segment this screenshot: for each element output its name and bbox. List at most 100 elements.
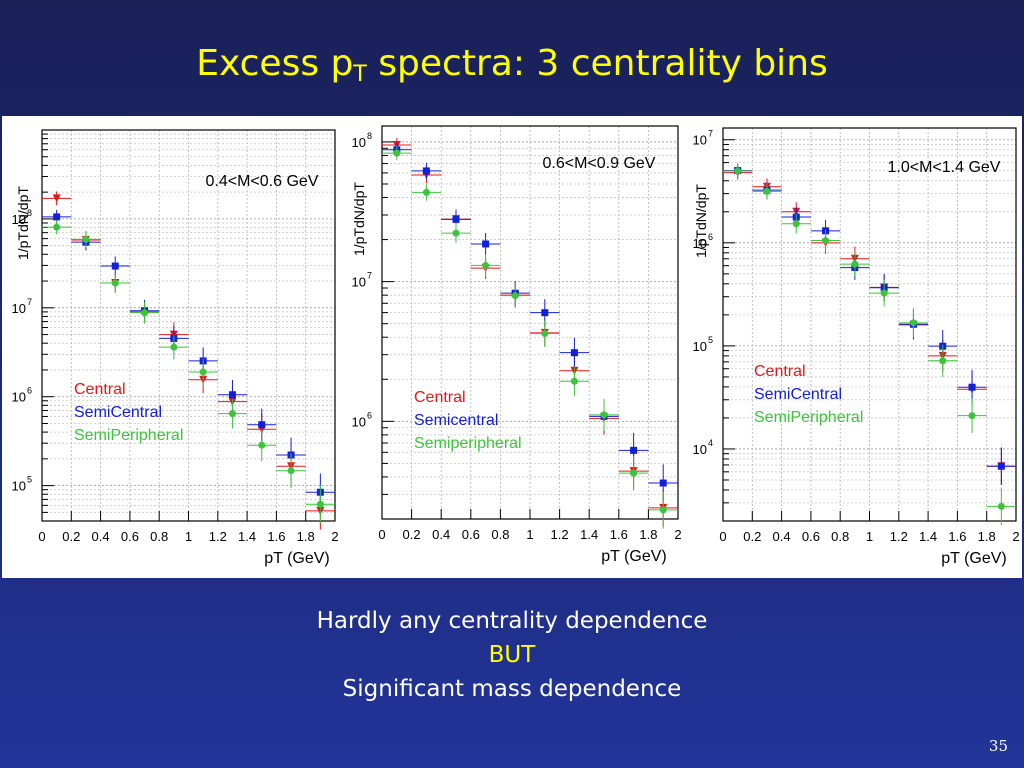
caption-line-3: Significant mass dependence <box>342 676 682 702</box>
title-subscript: T <box>353 62 367 87</box>
x-tick-label: 1.6 <box>948 529 966 544</box>
legend-entry: Semicentral <box>414 412 498 429</box>
data-point-circle <box>53 223 61 231</box>
data-point-square <box>258 421 266 429</box>
data-point-circle <box>422 188 430 196</box>
y-axis-label: 1/pTdN/dpT <box>693 184 709 258</box>
data-point-circle <box>141 309 149 317</box>
caption-line-but: BUT <box>488 642 536 668</box>
x-tick-label: 1.8 <box>297 529 315 544</box>
mass-range-label: 1.0<M<1.4 GeV <box>888 159 1001 176</box>
plot-3-svg: 0 0.2 0.4 0.6 0.8 1 1.2 1.4 1.6 1.8 210 410 510 610 71… <box>693 127 1020 567</box>
x-tick-label: 1.4 <box>919 529 937 544</box>
y-tick-exponent: 5 <box>708 335 713 345</box>
y-tick-label: 10 <box>12 301 26 316</box>
x-tick-label: 1 <box>866 529 873 544</box>
slide-title: Excess pT spectra: 3 centrality bins <box>0 42 1024 97</box>
data-point-circle <box>659 506 667 514</box>
data-point-square <box>659 479 667 487</box>
x-tick-label: 1.2 <box>209 529 227 544</box>
data-point-circle <box>909 319 917 327</box>
y-tick-label: 10 <box>693 236 707 251</box>
data-point-square <box>53 213 61 221</box>
x-tick-label: 0.4 <box>92 529 110 544</box>
data-point-square <box>968 383 976 391</box>
y-tick-exponent: 8 <box>367 131 372 141</box>
y-axis-label: 1/pTdN/dpT <box>351 182 367 256</box>
page-number: 35 <box>988 737 1008 755</box>
data-point-circle <box>482 261 490 269</box>
plot-panel-2: 0 0.2 0.4 0.6 0.8 1 1.2 1.4 1.6 1.8 2 10 6 10 7 10 8 0.6<… <box>344 116 684 578</box>
y-tick-label: 10 <box>12 212 26 227</box>
data-point-circle <box>570 377 578 385</box>
y-tick-label: 10 <box>352 275 366 290</box>
x-tick-label: 0.8 <box>150 529 168 544</box>
x-tick-label: 0.2 <box>743 529 761 544</box>
y-tick-exponent: 6 <box>708 232 713 242</box>
x-tick-label: 1.6 <box>610 527 628 542</box>
legend-entry: Semiperipheral <box>414 435 522 452</box>
x-tick-label: 0.6 <box>121 529 139 544</box>
data-point-square <box>630 446 638 454</box>
data-point-square <box>422 167 430 175</box>
caption: Hardly any centrality dependence BUT Sig… <box>0 604 1024 706</box>
legend-entry: Central <box>74 381 126 398</box>
data-point-circle <box>258 441 266 449</box>
y-tick-exponent: 6 <box>27 386 32 396</box>
data-point-circle <box>968 412 976 420</box>
x-tick-label: 0.8 <box>491 527 509 542</box>
x-tick-label: 0.8 <box>831 529 849 544</box>
mass-range-label: 0.4<M<0.6 GeV <box>206 173 319 190</box>
data-point-circle <box>199 368 207 376</box>
data-point-circle <box>82 235 90 243</box>
y-tick-label: 10 <box>12 390 26 405</box>
legend-entry: SemiPeripheral <box>74 427 183 444</box>
y-tick-label: 10 <box>693 339 707 354</box>
y-tick-label: 10 <box>352 135 366 150</box>
y-tick-exponent: 6 <box>367 410 372 420</box>
plot-frame <box>722 127 1017 522</box>
y-tick-label: 10 <box>693 442 707 457</box>
x-tick-label: 0.4 <box>773 529 791 544</box>
title-main-text: Excess p <box>196 43 354 84</box>
plot-frame <box>41 129 336 522</box>
data-point-circle <box>939 357 947 365</box>
data-point-square <box>111 262 119 270</box>
x-tick-label: 1.2 <box>551 527 569 542</box>
x-tick-label: 2 <box>331 529 338 544</box>
y-tick-label: 10 <box>352 414 366 429</box>
x-tick-label: 0.6 <box>802 529 820 544</box>
data-point-circle <box>822 237 830 245</box>
data-point-square <box>541 309 549 317</box>
legend-entry: Central <box>754 363 806 380</box>
x-tick-label: 0.4 <box>432 527 450 542</box>
data-point-circle <box>880 289 888 297</box>
x-tick-label: 1.4 <box>238 529 256 544</box>
caption-line-1: Hardly any centrality dependence <box>316 608 708 634</box>
data-point-circle <box>630 469 638 477</box>
y-tick-exponent: 7 <box>27 297 32 307</box>
x-axis-label: pT (GeV) <box>601 548 667 565</box>
data-point-circle <box>763 187 771 195</box>
x-tick-label: 1.6 <box>267 529 285 544</box>
x-tick-label: 1.8 <box>639 527 657 542</box>
plot-frame <box>381 125 679 520</box>
data-point-circle <box>452 229 460 237</box>
mass-range-label: 0.6<M<0.9 GeV <box>543 155 656 172</box>
title-rest-text: spectra: 3 centrality bins <box>366 43 828 84</box>
x-tick-label: 0 <box>378 527 385 542</box>
y-tick-exponent: 8 <box>27 208 32 218</box>
x-tick-label: 1.2 <box>890 529 908 544</box>
x-tick-label: 2 <box>674 527 681 542</box>
legend-entry: SemiPeripheral <box>754 409 863 426</box>
data-point-square <box>482 240 490 248</box>
x-tick-label: 0.6 <box>462 527 480 542</box>
data-point-circle <box>734 167 742 175</box>
y-tick-exponent: 7 <box>708 129 713 139</box>
data-point-circle <box>316 500 324 508</box>
x-axis-label: pT (GeV) <box>941 550 1007 567</box>
data-point-circle <box>287 467 295 475</box>
plot-panel-1: 0 0.2 0.4 0.6 0.8 1 1.2 1.4 1.6 1.8 2 10 5 10 6 10 7 10 8 0… <box>2 116 342 578</box>
y-tick-exponent: 4 <box>708 438 713 448</box>
